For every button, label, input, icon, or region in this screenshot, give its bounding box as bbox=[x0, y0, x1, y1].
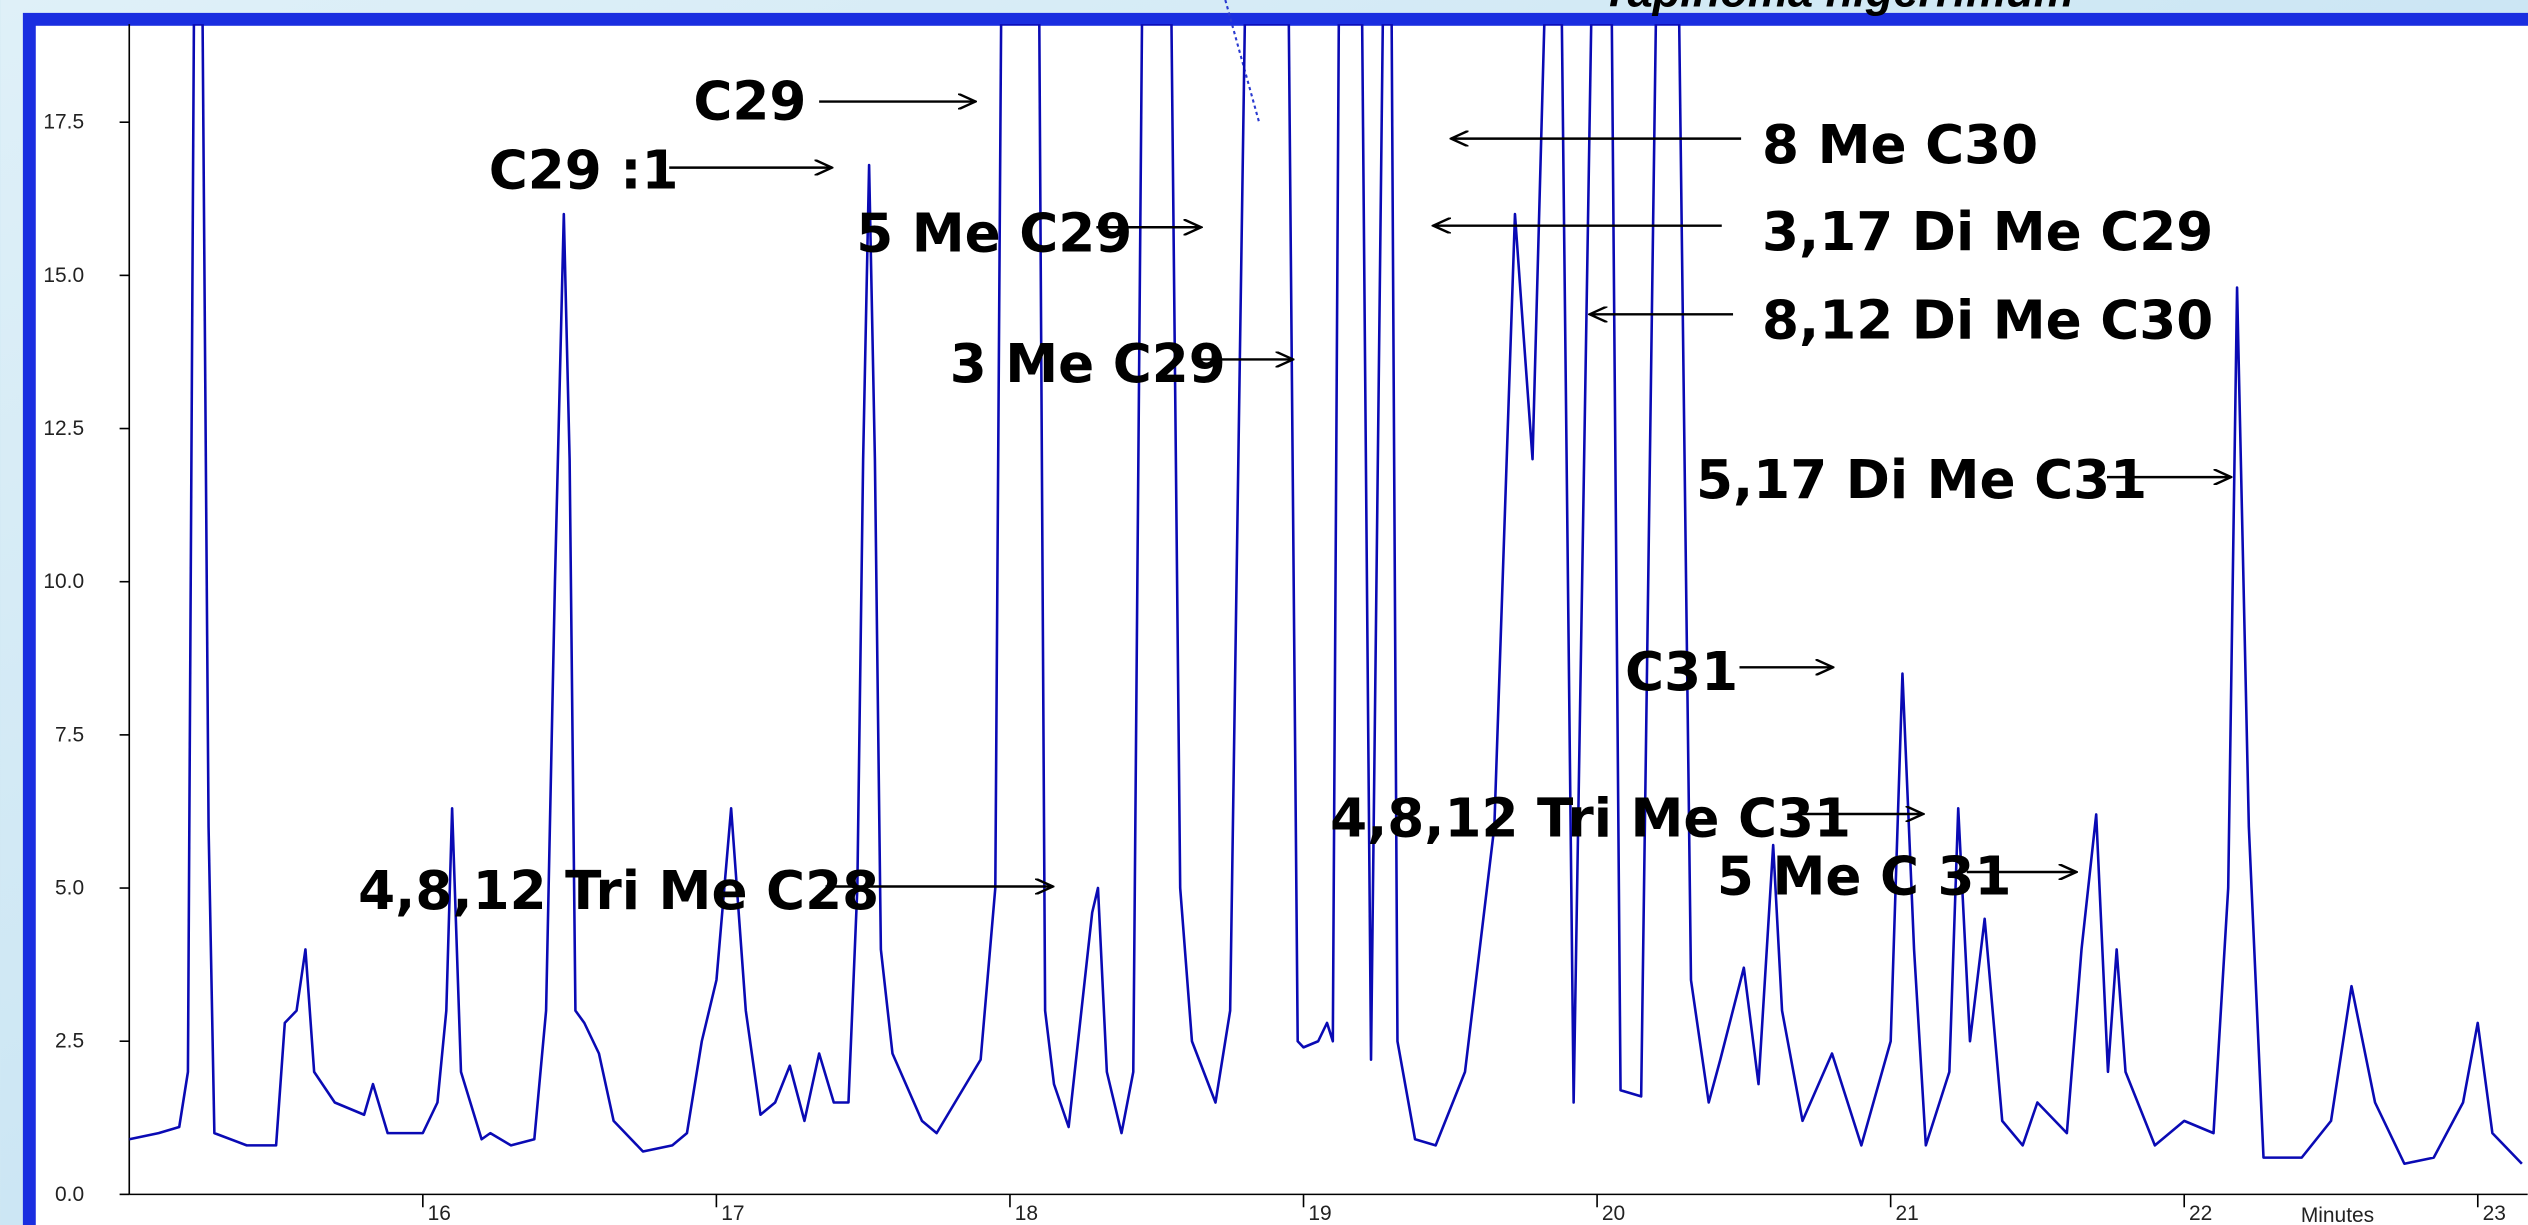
x-tick-label: 16 bbox=[428, 1202, 451, 1225]
y-tick-label: 7.5 bbox=[55, 723, 84, 746]
y-tick-label: 2.5 bbox=[55, 1030, 84, 1053]
annotation: 8 Me C30 bbox=[1762, 114, 2038, 176]
y-tick-label: 15.0 bbox=[43, 264, 84, 287]
annotation: 4,8,12 Tri Me C31 bbox=[1330, 788, 1851, 850]
x-axis-label: Minutes bbox=[2301, 1204, 2374, 1225]
y-tick-label: 12.5 bbox=[43, 417, 84, 440]
y-tick-label: 0.0 bbox=[55, 1183, 84, 1206]
y-tick-label: 17.5 bbox=[43, 111, 84, 134]
x-tick-label: 17 bbox=[721, 1202, 744, 1225]
annotation: 4,8,12 Tri Me C28 bbox=[358, 860, 879, 922]
x-tick-label: 21 bbox=[1895, 1202, 1918, 1225]
annotation: C31 bbox=[1625, 641, 1738, 703]
x-tick-label: 23 bbox=[2483, 1202, 2506, 1225]
annotation: 5,17 Di Me C31 bbox=[1696, 449, 2147, 511]
y-tick-label: 10.0 bbox=[43, 570, 84, 593]
x-tick-label: 20 bbox=[1602, 1202, 1625, 1225]
trace bbox=[129, 24, 2523, 1166]
pointer-line bbox=[1224, 0, 1261, 123]
annotation: C29 bbox=[693, 70, 806, 132]
chart-title: Tapinoma nigerrimum bbox=[1602, 0, 2074, 16]
annotation: 8,12 Di Me C30 bbox=[1762, 289, 2213, 351]
x-tick-label: 18 bbox=[1015, 1202, 1038, 1225]
annotation: 5 Me C 31 bbox=[1717, 846, 2012, 908]
annotation: 5 Me C29 bbox=[856, 202, 1132, 264]
annotation: 3 Me C29 bbox=[950, 333, 1226, 395]
x-tick-label: 22 bbox=[2189, 1202, 2212, 1225]
y-tick-label: 5.0 bbox=[55, 876, 84, 899]
annotation: 3,17 Di Me C29 bbox=[1762, 201, 2213, 263]
annotation: C29 :1 bbox=[489, 140, 679, 202]
x-tick-label: 19 bbox=[1308, 1202, 1331, 1225]
plot-area bbox=[129, 24, 2523, 1166]
